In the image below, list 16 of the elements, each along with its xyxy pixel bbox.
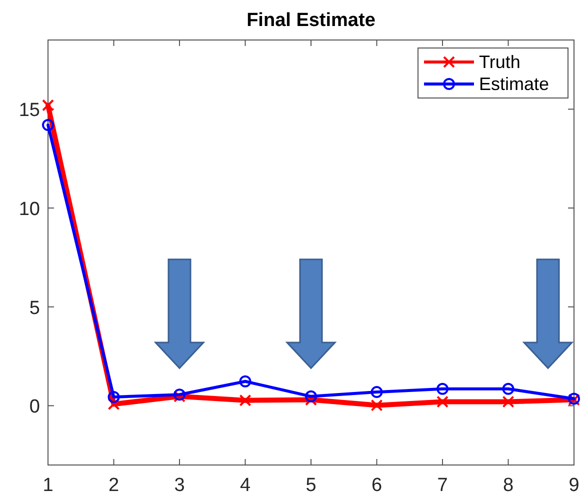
x-tick-label: 6 xyxy=(371,475,382,496)
chart-title: Final Estimate xyxy=(246,10,376,31)
x-tick-label: 4 xyxy=(240,475,251,496)
x-tick-label: 5 xyxy=(306,475,316,496)
x-tick-label: 8 xyxy=(502,475,514,496)
x-tick-label: 3 xyxy=(174,475,185,496)
legend-label: Estimate xyxy=(479,74,550,94)
y-tick-label: 15 xyxy=(18,100,40,122)
x-tick-label: 7 xyxy=(437,475,448,496)
x-tick-label: 2 xyxy=(108,475,120,496)
y-tick-label: 5 xyxy=(29,298,40,319)
y-tick-label: 10 xyxy=(18,199,40,220)
legend-label: Truth xyxy=(479,52,520,72)
x-tick-label: 1 xyxy=(42,475,54,496)
x-tick-label: 9 xyxy=(568,475,580,496)
y-tick-label: 0 xyxy=(29,396,40,418)
